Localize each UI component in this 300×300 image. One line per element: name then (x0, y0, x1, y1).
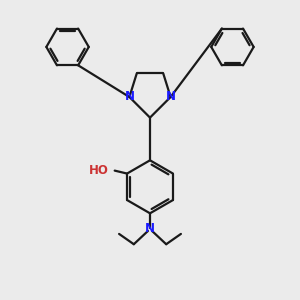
Text: N: N (124, 91, 134, 103)
Text: N: N (166, 91, 176, 103)
Text: HO: HO (89, 164, 109, 176)
Text: N: N (145, 221, 155, 235)
